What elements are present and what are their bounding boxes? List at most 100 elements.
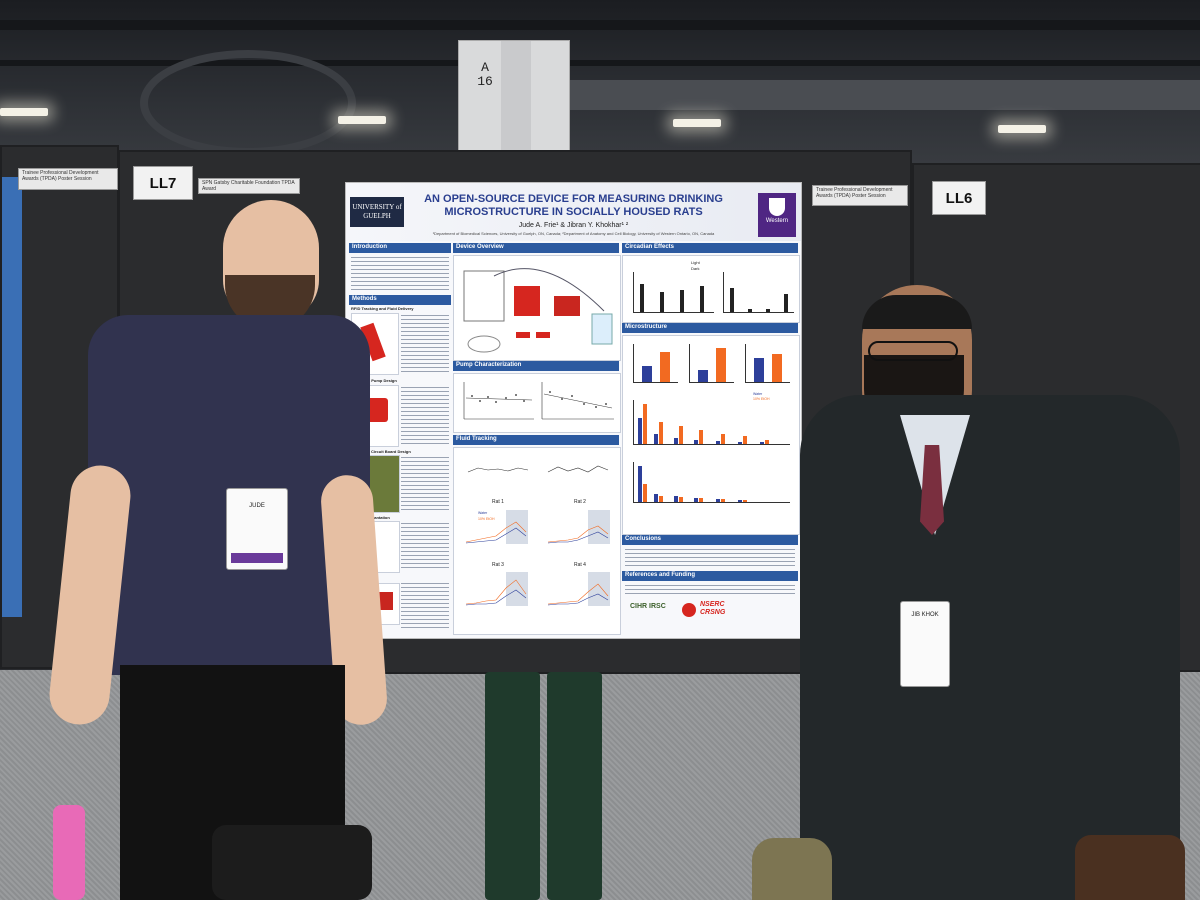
badge-name-right: JIB KHOK [911, 612, 939, 618]
bout-size-histogram-2 [633, 462, 790, 503]
cihr-logo: CIHR IRSC [630, 603, 666, 610]
column-sign: A 16 [458, 40, 570, 162]
column-shadow [501, 41, 531, 161]
rat-label: Rat 2 [574, 499, 586, 505]
legend-etoh: 10% EtOH [478, 517, 495, 521]
guelph-logo: UNIVERSITY of GUELPH [350, 197, 404, 227]
cage-outline [463, 270, 505, 322]
circuit-text [401, 455, 449, 511]
poster-title: AN OPEN-SOURCE DEVICE FOR MEASURING DRIN… [424, 193, 723, 218]
glasses-icon [868, 341, 958, 361]
olive-bag [752, 838, 832, 900]
brown-bag [1075, 835, 1185, 900]
ceiling-light [338, 116, 386, 124]
introduction-text [351, 255, 449, 291]
fluid-tracking-plots: Rat 1 Rat 2 Rat 3 Rat 4 Water 10% EtOH [465, 465, 610, 606]
section-circadian-effects: Circadian Effects [622, 243, 798, 253]
device-overview-figure [453, 255, 621, 361]
western-logo-text: Western [765, 218, 789, 224]
section-conclusions: Conclusions [622, 535, 798, 545]
rat-label: Rat 4 [574, 562, 586, 568]
methods-subsection: Implantation [366, 515, 390, 520]
board-number-tag: LL7 [133, 166, 193, 200]
circadian-figure: Light Dark [622, 255, 800, 323]
device-diagram [463, 268, 613, 353]
legend-light: Light [691, 260, 700, 265]
ceiling [0, 0, 1200, 175]
necktie [920, 445, 944, 535]
black-backpack [212, 825, 372, 900]
neighbor-poster-edge [2, 177, 22, 617]
section-introduction: Introduction [349, 243, 451, 253]
board-chip [516, 332, 530, 338]
rfid-text [401, 313, 449, 373]
section-fluid-tracking: Fluid Tracking [453, 435, 619, 445]
board-number-tag: LL6 [932, 181, 986, 215]
controller-box [514, 286, 540, 316]
western-shield-icon [769, 198, 785, 216]
western-logo: Western [758, 193, 796, 237]
research-poster: UNIVERSITY of GUELPH AN OPEN-SOURCE DEVI… [345, 182, 802, 639]
microstructure-bar-3 [745, 344, 790, 383]
dark-trench-coat [800, 395, 1180, 900]
rat-outline [467, 335, 501, 353]
microstructure-bar-1 [633, 344, 678, 383]
board-chip [536, 332, 550, 338]
poster-authors: Jude A. Frie¹ & Jibran Y. Khokhar¹ ² [518, 222, 629, 229]
tube-line [493, 268, 605, 312]
section-device-overview: Device Overview [453, 243, 619, 253]
pink-water-bottle [53, 805, 85, 900]
methods-subsection: Peristaltic Pump Design [351, 378, 397, 383]
section-methods: Methods [349, 295, 451, 305]
column-sign-label: A 16 [477, 60, 493, 89]
section-microstructure: Microstructure [622, 323, 798, 333]
circadian-chart-right [723, 272, 794, 313]
ceiling-duct [570, 80, 1200, 110]
methods-subsection: RFID Tracking and Fluid Delivery [351, 306, 414, 311]
implantation-text [401, 521, 449, 571]
legend-dark: Dark [691, 266, 700, 271]
legend-water: Water [753, 392, 763, 396]
poster-affiliations: ¹Department of Biomedical Sciences, Univ… [432, 231, 715, 236]
fluid-tracking-figure: Rat 1 Rat 2 Rat 3 Rat 4 Water 10% EtOH [453, 447, 621, 635]
ceiling-truss [0, 20, 1200, 30]
badge-ribbon [231, 553, 283, 563]
reservoir [591, 313, 613, 345]
poster-header: UNIVERSITY of GUELPH AN OPEN-SOURCE DEVI… [346, 183, 801, 241]
name-badge-left: JUDE [226, 488, 288, 570]
rat-label: Rat 3 [492, 562, 504, 568]
references-text [625, 583, 795, 597]
pump-characterization-figure [453, 373, 621, 433]
methods-subsection: Circuit Board Design [371, 449, 411, 454]
section-pump-characterization: Pump Characterization [453, 361, 619, 371]
pump-box [554, 296, 580, 316]
conclusions-text [625, 547, 795, 567]
award-strip: SPN Gatsby Charitable Foundation TPDA Aw… [198, 178, 300, 194]
microstructure-bar-2 [689, 344, 734, 383]
legend-etoh: 10% EtOH [753, 397, 770, 401]
circadian-chart-left [633, 272, 714, 313]
microstructure-figure: Water 10% EtOH [622, 335, 800, 535]
pump-scatter-plots [463, 382, 614, 420]
nserc-logo: NSERC CRSNG [700, 601, 726, 616]
section-references: References and Funding [622, 571, 798, 581]
rat-label: Rat 1 [492, 499, 504, 505]
maple-leaf-icon [682, 603, 696, 617]
legend-water: Water [478, 511, 488, 515]
background-person-legs [475, 672, 615, 900]
award-strip: Trainee Professional Development Awards … [812, 185, 908, 206]
ceiling-duct-curve [140, 50, 356, 156]
hair [862, 295, 972, 329]
bout-size-histogram-1 [633, 400, 790, 445]
presenter-left: JUDE [46, 195, 389, 900]
ceiling-light [673, 119, 721, 127]
name-badge-right: JIB KHOK [900, 601, 950, 687]
presenter-right: JIB KHOK [800, 285, 1190, 900]
badge-name-left: JUDE [249, 503, 265, 509]
award-strip: Trainee Professional Development Awards … [18, 168, 118, 190]
ceiling-light [0, 108, 48, 116]
pump-text [401, 385, 449, 445]
tubing-text [401, 581, 449, 629]
ceiling-light [998, 125, 1046, 133]
ceiling-truss [0, 60, 1200, 66]
